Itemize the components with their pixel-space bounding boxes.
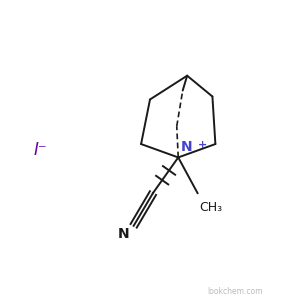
Text: I⁻: I⁻ bbox=[33, 141, 47, 159]
Text: N: N bbox=[181, 140, 193, 154]
Text: +: + bbox=[198, 140, 207, 150]
Text: CH₃: CH₃ bbox=[199, 200, 222, 214]
Text: N: N bbox=[118, 227, 129, 241]
Text: lookchem.com: lookchem.com bbox=[207, 286, 263, 296]
